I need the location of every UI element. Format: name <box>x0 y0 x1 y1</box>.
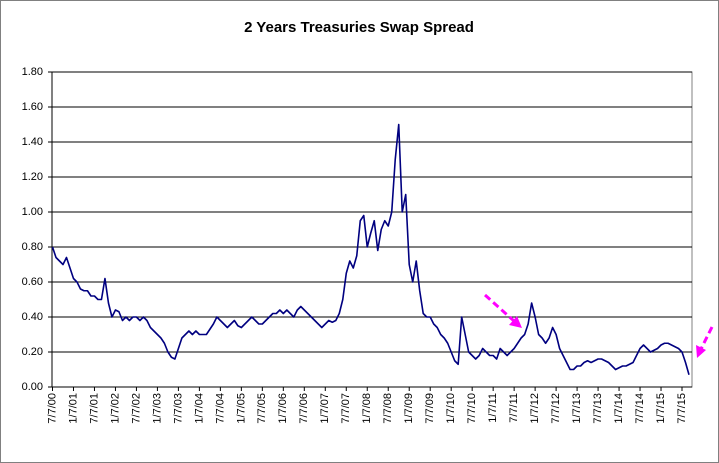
x-tick-label: 1/7/03 <box>151 393 163 424</box>
y-tick-label: 0.00 <box>22 381 43 393</box>
x-tick-label: 7/7/02 <box>130 393 142 424</box>
x-tick-label: 1/7/13 <box>571 393 583 424</box>
x-tick-label: 7/7/10 <box>466 393 478 424</box>
data-line <box>51 123 690 375</box>
x-tick-label: 7/7/07 <box>340 393 352 424</box>
y-tick-label: 1.20 <box>22 171 43 183</box>
x-tick-label: 1/7/06 <box>277 393 289 424</box>
y-tick-label: 0.60 <box>22 276 43 288</box>
chart-title: 2 Years Treasuries Swap Spread <box>244 19 474 36</box>
x-tick-label: 1/7/07 <box>319 393 331 424</box>
y-tick-label: 0.80 <box>22 241 43 253</box>
x-tick-label: 1/7/09 <box>403 393 415 424</box>
x-tick-label: 7/7/06 <box>298 393 310 424</box>
x-tick-label: 1/7/14 <box>613 393 625 424</box>
x-tick-label: 7/7/00 <box>46 393 58 424</box>
x-tick-label: 7/7/14 <box>634 393 646 424</box>
x-tick-label: 7/7/05 <box>256 393 268 424</box>
x-tick-label: 1/7/01 <box>67 393 79 424</box>
x-tick-label: 7/7/12 <box>550 393 562 424</box>
y-tick-label: 0.40 <box>22 311 43 323</box>
x-tick-label: 1/7/08 <box>361 393 373 424</box>
y-tick-label: 1.80 <box>22 66 43 78</box>
x-tick-label: 7/7/03 <box>172 393 184 424</box>
x-tick-label: 7/7/01 <box>88 393 100 424</box>
y-tick-label: 1.00 <box>22 206 43 218</box>
y-tick-label: 1.60 <box>22 101 43 113</box>
x-tick-label: 7/7/08 <box>382 393 394 424</box>
x-tick-label: 1/7/12 <box>529 393 541 424</box>
x-tick-label: 1/7/02 <box>109 393 121 424</box>
x-tick-label: 1/7/15 <box>655 393 667 424</box>
y-tick-label: 1.40 <box>22 136 43 148</box>
x-tick-label: 7/7/04 <box>214 393 226 424</box>
x-tick-label: 7/7/13 <box>592 393 604 424</box>
x-tick-label: 1/7/04 <box>193 393 205 424</box>
arrow-head <box>509 316 522 328</box>
x-tick-label: 1/7/10 <box>445 393 457 424</box>
arrow <box>483 293 516 323</box>
x-tick-label: 7/7/09 <box>424 393 436 424</box>
x-tick-label: 1/7/11 <box>487 393 499 423</box>
arrow <box>699 326 714 350</box>
x-tick-label: 7/7/15 <box>676 393 688 424</box>
x-tick-label: 7/7/11 <box>508 393 520 423</box>
annotation-arrows <box>483 293 714 358</box>
x-tick-label: 1/7/05 <box>235 393 247 424</box>
y-tick-label: 0.20 <box>22 346 43 358</box>
arrow-head <box>696 345 706 358</box>
